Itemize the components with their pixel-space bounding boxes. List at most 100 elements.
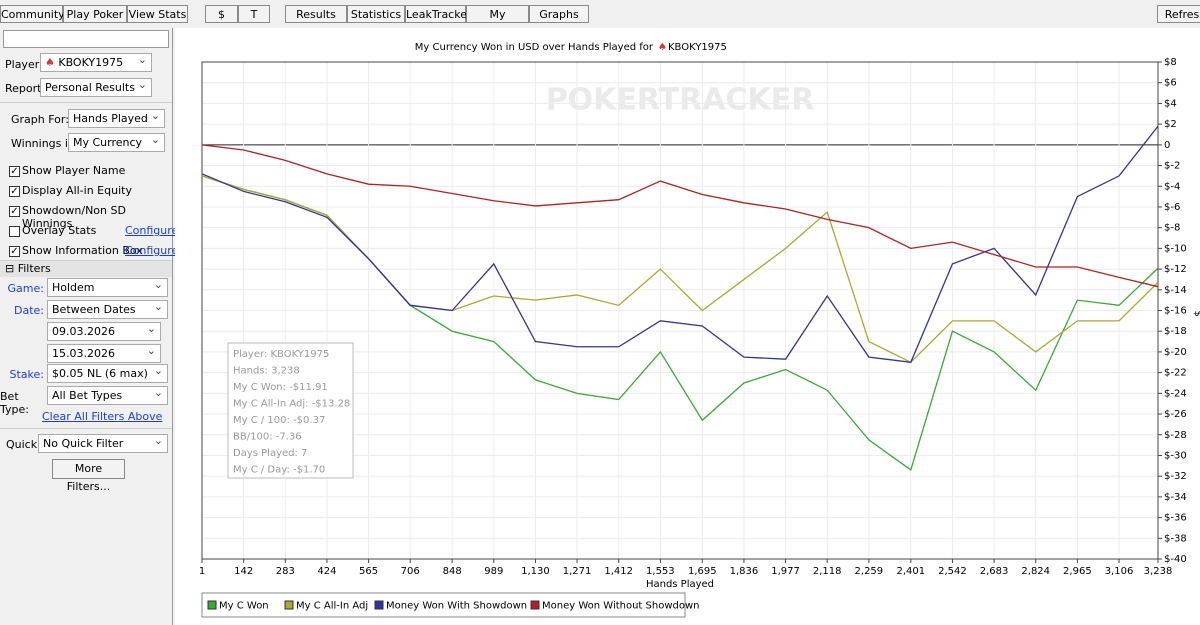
y-tick-label: $-24: [1164, 388, 1187, 399]
checkbox[interactable]: ✓: [9, 166, 20, 177]
y-tick-label: $6: [1164, 78, 1177, 89]
watermark: POKERTRACKER: [546, 83, 815, 118]
toolbar-button[interactable]: View Stats: [127, 5, 188, 23]
toolbar-button[interactable]: Results: [285, 5, 347, 23]
legend-label: My C All-In Adj: [296, 601, 368, 612]
legend-swatch: [530, 600, 540, 610]
y-tick-label: $-34: [1164, 492, 1187, 503]
quick-label: Quick:: [6, 438, 41, 451]
toolbar-button[interactable]: $: [205, 5, 238, 23]
player-label: Player:: [5, 58, 43, 71]
date-label: Date:: [14, 304, 44, 317]
chart-title: My Currency Won in USD over Hands Played…: [415, 42, 654, 53]
y-tick-label: $-26: [1164, 409, 1187, 420]
x-tick-label: 1,977: [771, 566, 800, 577]
chart: My Currency Won in USD over Hands Played…: [175, 28, 1200, 625]
legend-swatch: [374, 600, 384, 610]
x-tick-label: 1,412: [604, 566, 633, 577]
bet-select[interactable]: All Bet Types: [47, 384, 168, 405]
x-tick-label: 3,106: [1105, 566, 1134, 577]
y-tick-label: $-36: [1164, 513, 1187, 524]
y-tick-label: $-28: [1164, 430, 1187, 441]
info-line: My C Won: -$11.91: [233, 382, 328, 393]
x-tick-label: 2,542: [938, 566, 967, 577]
legend: [201, 592, 686, 618]
x-tick-label: 283: [276, 566, 295, 577]
x-tick-label: 2,824: [1021, 566, 1050, 577]
player-select[interactable]: ♠ KBOKY1975: [40, 51, 152, 72]
date-select[interactable]: Between Dates: [47, 298, 168, 319]
checkbox[interactable]: ✓: [9, 186, 20, 197]
x-tick-label: 2,259: [855, 566, 884, 577]
y-tick-label: $-40: [1164, 554, 1187, 565]
toolbar-button[interactable]: T: [238, 5, 270, 23]
date-to[interactable]: 15.03.2026: [47, 342, 161, 363]
more-filters-button[interactable]: More Filters...: [52, 459, 125, 493]
winnings-select[interactable]: My Currency: [68, 131, 165, 152]
x-tick-label: 706: [401, 566, 420, 577]
toolbar-button[interactable]: Play Poker: [63, 5, 127, 23]
legend-swatch: [207, 600, 217, 610]
x-axis-label: Hands Played: [646, 579, 714, 590]
checkbox[interactable]: ✓: [9, 206, 20, 217]
checkbox[interactable]: [9, 226, 20, 237]
info-line: My C All-In Adj: -$13.28: [233, 399, 350, 410]
game-select[interactable]: Holdem: [47, 276, 168, 297]
player-value: KBOKY1975: [58, 56, 124, 69]
toolbar-button[interactable]: Refres: [1157, 5, 1200, 23]
y-tick-label: $-32: [1164, 471, 1187, 482]
y-tick-label: $2: [1164, 119, 1177, 130]
checkbox[interactable]: ✓: [9, 246, 20, 257]
search-box[interactable]: [3, 30, 169, 48]
x-tick-label: 424: [317, 566, 336, 577]
game-label: Game:: [7, 282, 44, 295]
x-tick-label: 1,271: [563, 566, 592, 577]
stake-label: Stake:: [9, 368, 45, 381]
info-line: My C / Day: -$1.70: [233, 465, 325, 476]
date-from[interactable]: 09.03.2026: [47, 320, 161, 341]
y-tick-label: $-38: [1164, 533, 1187, 544]
graph-for-select[interactable]: Hands Played: [68, 107, 165, 128]
report-label: Report:: [5, 82, 46, 95]
filters-title: ⊟ Filters: [5, 262, 51, 275]
toolbar-button[interactable]: Statistics: [347, 5, 405, 23]
y-tick-label: $-14: [1164, 285, 1187, 296]
y-tick-label: $-8: [1164, 223, 1180, 234]
legend-label: Money Won With Showdown: [386, 601, 527, 612]
info-line: Days Played: 7: [233, 448, 307, 459]
graph-for-label: Graph For:: [11, 113, 69, 126]
x-tick-label: 2,965: [1063, 566, 1092, 577]
quick-select[interactable]: No Quick Filter: [38, 432, 168, 453]
clear-filters[interactable]: Clear All Filters Above: [42, 410, 163, 423]
stake-select[interactable]: $0.05 NL (6 max): [47, 362, 168, 383]
toolbar-button[interactable]: LeakTracker: [405, 5, 472, 23]
x-tick-label: 142: [234, 566, 253, 577]
y-tick-label: $-2: [1164, 161, 1180, 172]
checkbox-label: Overlay Stats: [22, 224, 97, 237]
toolbar-button[interactable]: Community: [0, 5, 65, 23]
series-line: [201, 144, 1159, 288]
chart-title-player: KBOKY1975: [668, 42, 727, 53]
y-tick-label: $-30: [1164, 450, 1187, 461]
info-line: BB/100: -7.36: [233, 432, 302, 443]
sidebar: Player: ♠ KBOKY1975 Report: Personal Res…: [0, 28, 178, 625]
x-tick-label: 2,118: [813, 566, 842, 577]
configure-link[interactable]: Configure: [125, 224, 179, 237]
x-tick-label: 1,553: [646, 566, 675, 577]
toolbar-button[interactable]: Graphs: [529, 5, 589, 23]
plot-frame: [201, 61, 1159, 560]
configure-link[interactable]: Configure: [125, 244, 179, 257]
y-tick-label: $-22: [1164, 368, 1187, 379]
y-tick-label: 0: [1164, 140, 1170, 151]
report-select[interactable]: Personal Results: [40, 76, 152, 97]
checkbox-label: Showdown/Non SD Winnings: [22, 204, 126, 230]
y-tick-label: $-4: [1164, 181, 1180, 192]
checkbox-label: Display All-in Equity: [22, 184, 132, 197]
y-tick-label: $-6: [1164, 202, 1180, 213]
toolbar-button[interactable]: My Reports: [466, 5, 529, 39]
bet-label: Bet Type:: [0, 390, 29, 416]
title-icon: ♠: [658, 42, 667, 53]
y-tick-label: $4: [1164, 98, 1177, 109]
info-box: [227, 342, 354, 479]
